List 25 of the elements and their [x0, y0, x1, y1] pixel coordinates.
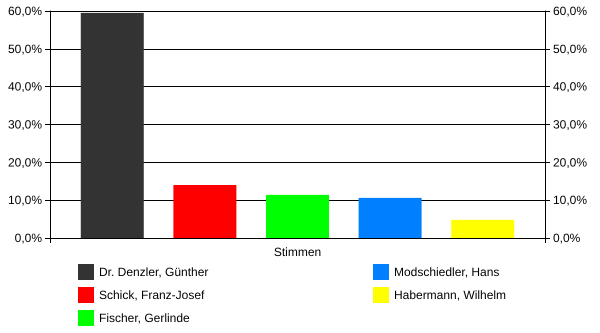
- y-tick-label: 50,0%: [8, 42, 42, 56]
- legend-label: Schick, Franz-Josef: [99, 288, 206, 302]
- text: 30,0%: [553, 118, 588, 132]
- text: 20,0%: [553, 155, 588, 170]
- legend-label: Dr. Denzler, Günther: [99, 265, 208, 279]
- legend-label: Habermann, Wilhelm: [394, 288, 506, 302]
- y-tick-label: 40,0%: [8, 80, 42, 94]
- legend-label: Modschiedler, Hans: [394, 265, 500, 279]
- y-tick-label: 10,0%: [8, 193, 42, 208]
- bar: [451, 220, 514, 238]
- y-tick-label: 20,0%: [8, 155, 42, 170]
- y-tick-label: 0,0%: [14, 231, 42, 245]
- text: 10,0%: [553, 193, 588, 208]
- bar: [173, 185, 236, 238]
- text: 0,0%: [553, 231, 580, 245]
- legend-label: Fischer, Gerlinde: [99, 311, 190, 325]
- text: 40,0%: [553, 80, 588, 94]
- text: 60,0%: [553, 4, 588, 18]
- bar: [80, 12, 144, 238]
- y-tick-label: 60,0%: [8, 4, 42, 18]
- x-tick-label: Stimmen: [274, 245, 322, 259]
- text: 50,0%: [553, 42, 588, 56]
- bar: [358, 198, 422, 238]
- y-tick-label: 30,0%: [8, 118, 42, 132]
- bar: [266, 194, 329, 238]
